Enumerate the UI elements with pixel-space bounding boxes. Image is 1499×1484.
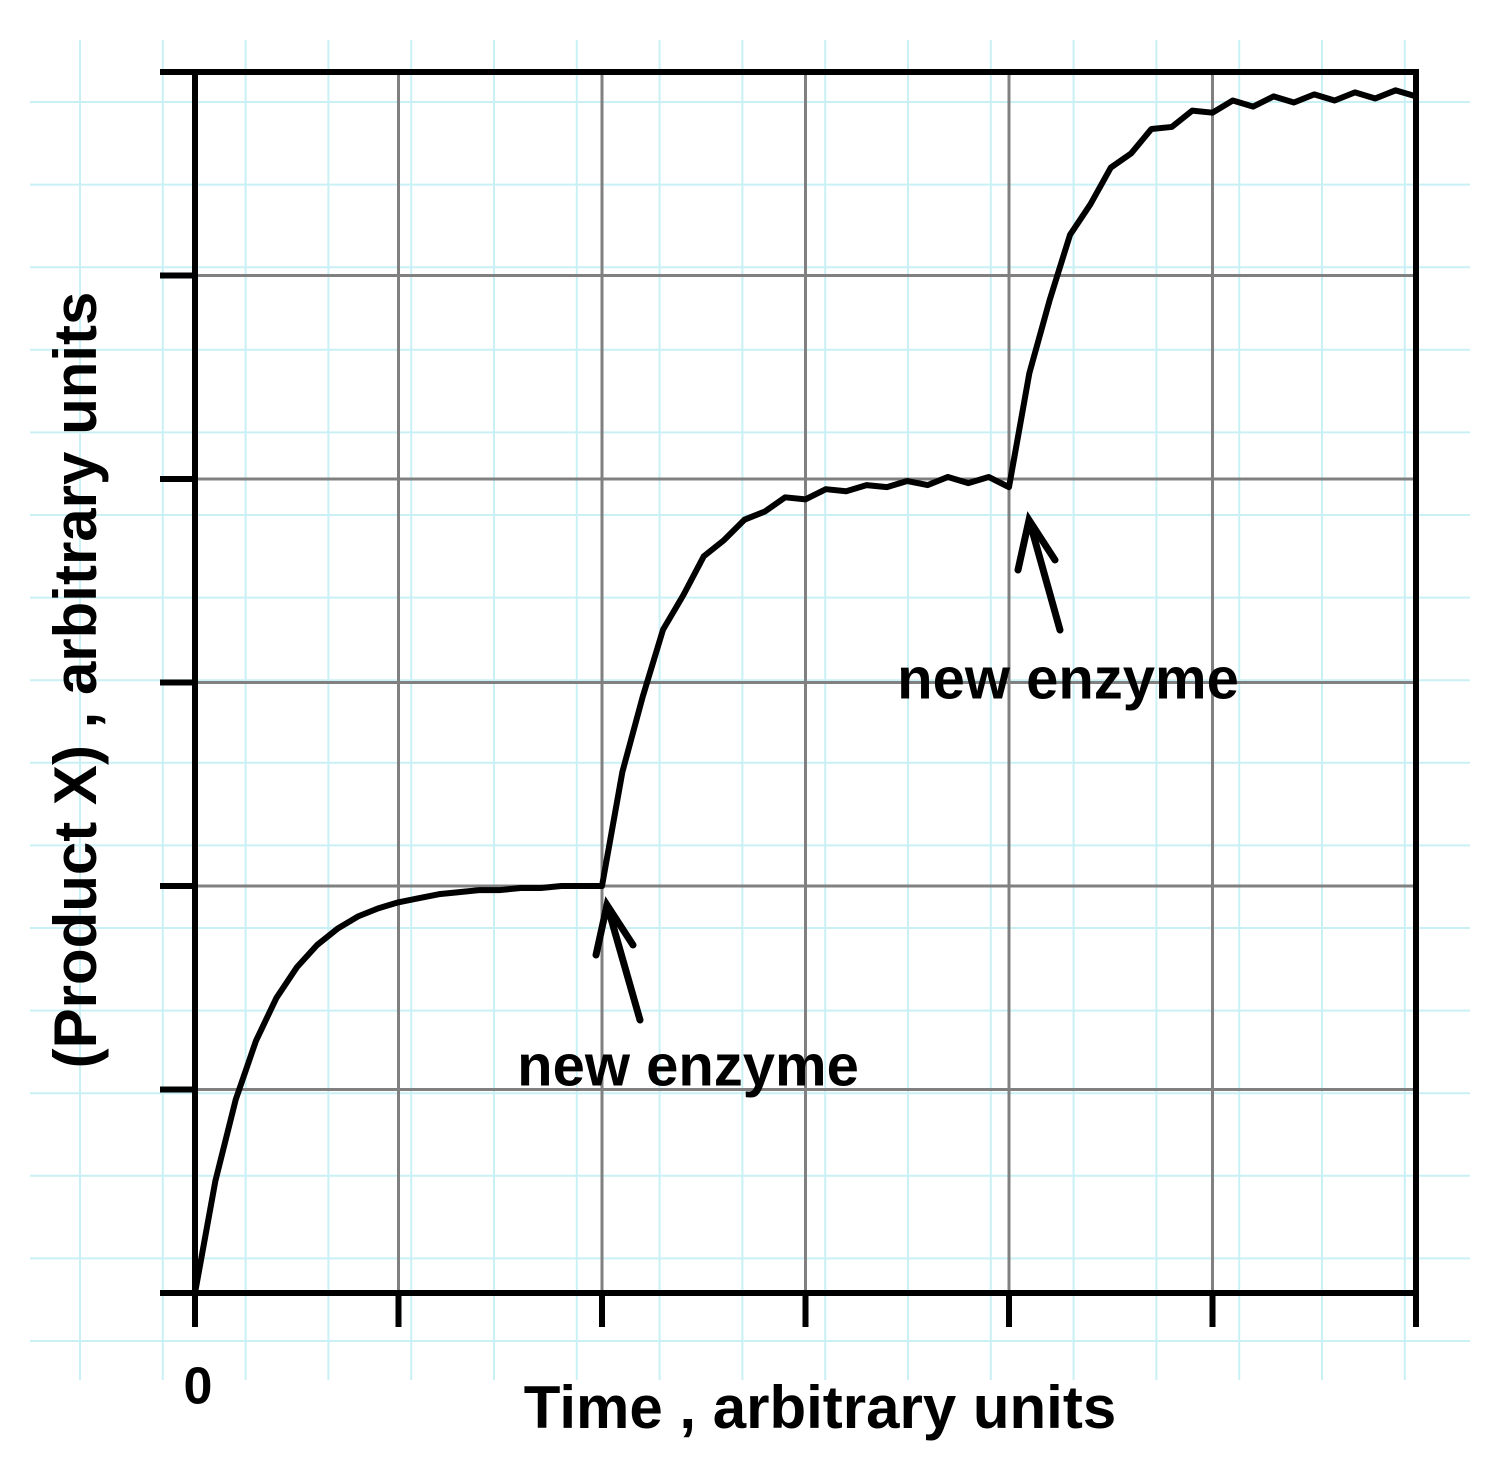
graph-paper xyxy=(30,40,1470,1380)
arrow-head xyxy=(592,896,637,959)
arrow-shaft xyxy=(606,911,644,1024)
x-tick-label: 0 xyxy=(184,1358,213,1416)
arrow-head xyxy=(1014,511,1059,574)
x-axis-label: Time , arbitrary units xyxy=(524,1374,1116,1441)
annotation: new enzyme xyxy=(897,646,1239,711)
y-axis-label: (Product X) , arbitrary units xyxy=(42,292,109,1069)
annotation: new enzyme xyxy=(517,1033,859,1098)
ticks xyxy=(160,69,1419,1327)
arrow-shaft xyxy=(1028,526,1064,634)
series xyxy=(192,87,1417,1294)
data-line xyxy=(192,87,1417,1294)
arrow xyxy=(592,896,644,1024)
arrow xyxy=(1014,511,1064,634)
